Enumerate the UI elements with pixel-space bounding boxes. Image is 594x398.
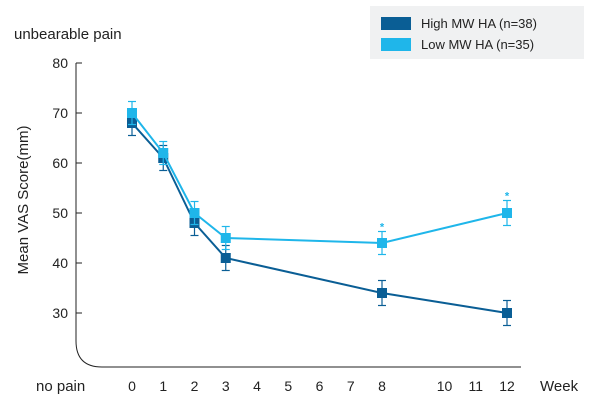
y-tick-label: 60 — [52, 155, 68, 171]
data-point-high-mw — [502, 308, 512, 318]
series-low-mw: ** — [127, 100, 512, 256]
data-point-low-mw — [220, 233, 231, 243]
x-tick-label: 12 — [499, 378, 515, 394]
series-line-low-mw — [131, 112, 508, 245]
bottom-label: no pain — [36, 378, 85, 395]
x-tick-label: 4 — [253, 378, 261, 394]
significance-marker: * — [380, 222, 385, 234]
y-tick-label: 40 — [52, 255, 68, 271]
x-tick-label: 11 — [468, 378, 483, 394]
x-tick-label: 1 — [159, 378, 167, 394]
legend: High MW HA (n=38) Low MW HA (n=35) — [370, 6, 584, 59]
x-tick-label: 3 — [222, 378, 230, 394]
data-point-low-mw — [127, 108, 137, 118]
x-tick-label: 7 — [347, 378, 355, 394]
x-tick-label: 0 — [128, 378, 136, 394]
y-tick-label: 50 — [52, 205, 68, 221]
data-point-low-mw — [158, 148, 169, 158]
legend-swatch-high — [381, 17, 411, 30]
x-tick-label: 5 — [284, 378, 292, 394]
data-point-high-mw — [377, 288, 387, 298]
x-tick-label: 8 — [378, 378, 386, 394]
significance-marker: * — [505, 191, 510, 203]
legend-swatch-low — [381, 38, 411, 51]
top-label: unbearable pain — [14, 26, 122, 43]
y-tick-label: 30 — [52, 305, 68, 321]
legend-label-high: High MW HA (n=38) — [421, 16, 537, 31]
data-point-low-mw — [189, 208, 200, 218]
data-point-low-mw — [502, 208, 512, 218]
y-tick-label: 70 — [52, 105, 68, 121]
x-axis-label: Week — [540, 378, 579, 395]
data-point-low-mw — [377, 238, 387, 248]
series-high-mw — [127, 109, 512, 327]
x-tick-label: 2 — [191, 378, 199, 394]
x-tick-label: 10 — [437, 378, 453, 394]
y-axis-label: Mean VAS Score(mm) — [15, 126, 32, 275]
data-point-high-mw — [220, 253, 231, 263]
legend-label-low: Low MW HA (n=35) — [421, 37, 534, 52]
axis-line — [75, 63, 521, 368]
x-tick-label: 6 — [316, 378, 324, 394]
series-line-high-mw — [131, 122, 508, 314]
y-tick-label: 80 — [52, 55, 68, 71]
series-layer: ** — [127, 100, 512, 327]
